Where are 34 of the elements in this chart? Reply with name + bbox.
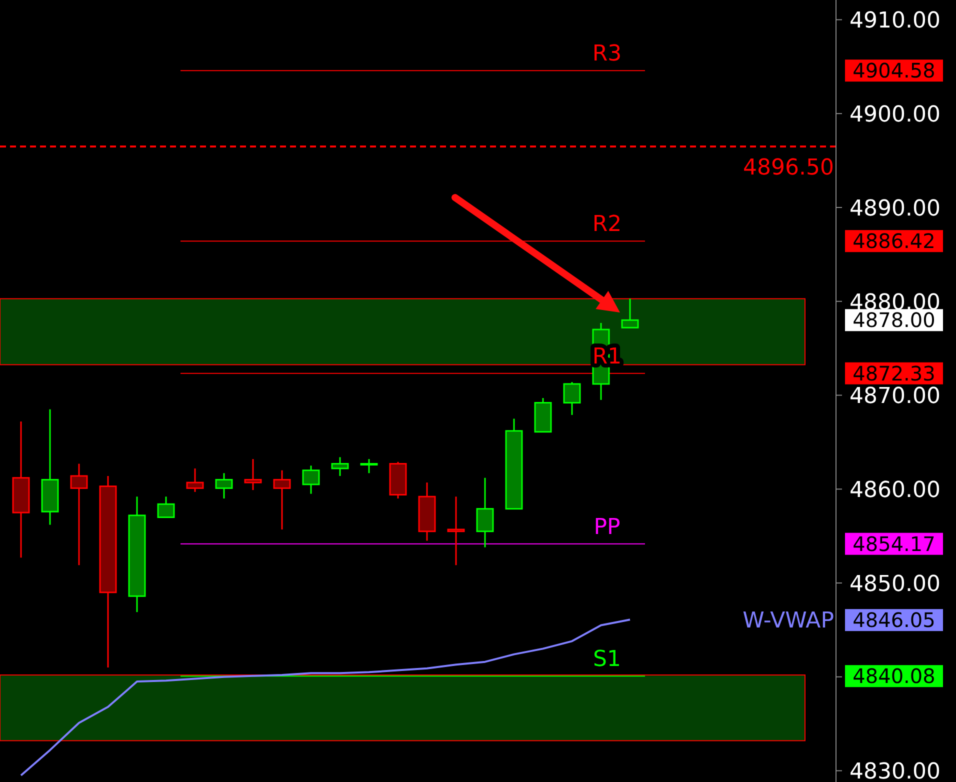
candlestick	[273, 470, 291, 530]
legend-label: W-VWAP	[742, 608, 834, 634]
ref-line-label: 4896.50	[743, 155, 834, 180]
ref-line-label: R3	[592, 42, 622, 67]
y-tick-label: 4890.00	[850, 196, 940, 222]
candlestick	[186, 468, 204, 493]
ref-line-label: R2	[592, 212, 622, 238]
candlestick	[302, 464, 320, 495]
candlestick	[331, 456, 349, 477]
candlestick	[215, 472, 233, 500]
candlestick	[621, 298, 639, 328]
ref-line-label: S1	[593, 647, 621, 672]
candlestick	[70, 463, 88, 566]
text: 4854.17	[852, 532, 936, 556]
text: 4872.33	[852, 361, 936, 386]
candlestick	[563, 381, 581, 416]
line-series	[20, 618, 631, 776]
candlestick	[360, 458, 378, 474]
y-tick-label: 4860.00	[850, 478, 940, 504]
candlestick	[447, 496, 465, 566]
text: 4904.58	[852, 58, 936, 83]
y-tick-label: 4830.00	[850, 760, 940, 782]
ref-line-label: PP	[594, 514, 620, 540]
text: 4886.42	[852, 229, 936, 254]
y-tick-label: 4850.00	[850, 572, 940, 597]
text: 4846.05	[852, 608, 936, 632]
candlestick	[476, 477, 494, 548]
y-tick-label: 4900.00	[850, 102, 940, 128]
ref-line-label: R1	[592, 344, 622, 370]
candlestick	[157, 496, 175, 518]
y-tick-label: 4910.00	[850, 8, 940, 34]
y-tick-label: 4870.00	[850, 384, 940, 410]
text: 4840.08	[852, 664, 936, 688]
candlestick	[244, 458, 262, 491]
